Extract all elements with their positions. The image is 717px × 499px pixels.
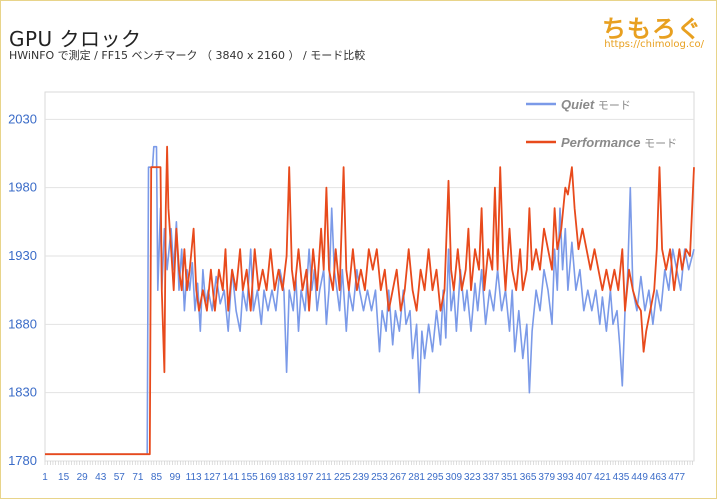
x-tick-label: 225 (334, 472, 351, 483)
brand-url: https://chimolog.co/ (604, 39, 704, 50)
x-tick-label: 253 (371, 472, 388, 483)
x-tick-label: 407 (575, 472, 592, 483)
x-tick-label: 365 (520, 472, 537, 483)
x-axis-ticks: 1 15 29 43 57 71 85 99 113 127 141 155 169 183 197 211 2… (42, 461, 693, 483)
x-tick-label: 449 (631, 472, 648, 483)
x-tick-label: 127 (204, 472, 221, 483)
x-tick-label: 1 (42, 472, 48, 483)
x-tick-label: 351 (501, 472, 518, 483)
x-tick-label: 239 (353, 472, 370, 483)
y-axis-ticks: 1780 1830 1880 1930 1980 2030 (8, 111, 37, 468)
x-tick-label: 309 (445, 472, 462, 483)
x-tick-label: 141 (222, 472, 239, 483)
chart-subtitle: HWiNFO で測定 / FF15 ベンチマーク （ 3840 x 2160 ）… (9, 49, 366, 62)
chart-title: GPU クロック (9, 27, 142, 51)
brand-logo: ちもろぐ (602, 15, 702, 43)
legend: Quiet モード Performance モード (526, 97, 677, 150)
x-tick-label: 295 (427, 472, 444, 483)
legend-label-performance: Performance モード (561, 135, 677, 150)
y-tick-label: 1930 (8, 248, 37, 263)
x-tick-label: 169 (260, 472, 277, 483)
x-tick-label: 155 (241, 472, 258, 483)
x-tick-label: 71 (132, 472, 144, 483)
x-tick-label: 379 (538, 472, 555, 483)
x-tick-label: 435 (613, 472, 630, 483)
y-tick-label: 2030 (8, 111, 37, 126)
y-tick-label: 1880 (8, 316, 37, 331)
y-tick-label: 1980 (8, 180, 37, 195)
x-tick-label: 477 (668, 472, 685, 483)
x-tick-label: 323 (464, 472, 481, 483)
x-tick-label: 197 (297, 472, 314, 483)
y-tick-label: 1780 (8, 453, 37, 468)
x-tick-label: 463 (650, 472, 667, 483)
x-tick-label: 85 (151, 472, 163, 483)
series-line-performance (45, 145, 695, 456)
x-tick-label: 99 (170, 472, 182, 483)
x-tick-label: 29 (77, 472, 89, 483)
x-tick-label: 113 (186, 472, 202, 483)
y-tick-label: 1830 (8, 385, 37, 400)
x-tick-label: 183 (278, 472, 295, 483)
series-group (45, 145, 695, 456)
legend-label-quiet: Quiet モード (561, 97, 631, 112)
x-tick-label: 337 (483, 472, 500, 483)
x-tick-label: 281 (408, 472, 425, 483)
x-tick-label: 393 (557, 472, 574, 483)
series-line-quiet (45, 145, 695, 455)
x-tick-label: 421 (594, 472, 611, 483)
x-tick-label: 43 (95, 472, 107, 483)
x-tick-label: 15 (58, 472, 70, 483)
legend-label-suffix: モード (598, 100, 631, 112)
x-tick-label: 57 (114, 472, 126, 483)
legend-label-suffix: モード (644, 138, 677, 150)
x-tick-label: 211 (316, 472, 332, 483)
x-tick-label: 267 (390, 472, 407, 483)
